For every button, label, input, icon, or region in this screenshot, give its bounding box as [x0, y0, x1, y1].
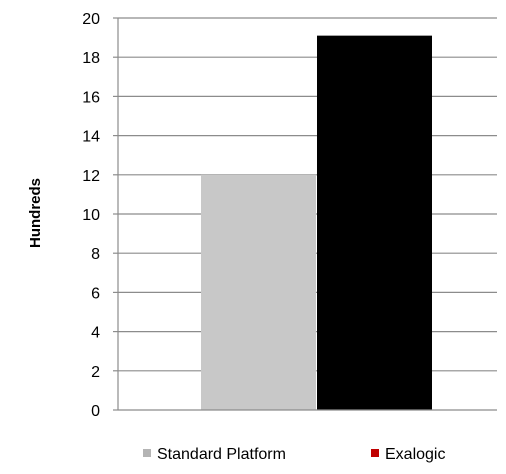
legend-label: Exalogic: [385, 446, 445, 463]
y-tick-label: 14: [82, 129, 100, 146]
legend-swatch: [143, 449, 151, 457]
y-tick-label: 8: [91, 246, 100, 263]
y-axis-label: Hundreds: [27, 178, 44, 248]
bars: [201, 35, 432, 410]
y-tick-label: 20: [82, 11, 100, 28]
y-tick-label: 10: [82, 207, 100, 224]
y-tick-label: 12: [82, 168, 100, 185]
y-tick-label: 18: [82, 50, 100, 67]
axes: [113, 17, 497, 411]
y-tick-label: 4: [91, 325, 100, 342]
legend-label: Standard Platform: [157, 446, 286, 463]
y-tick-label: 16: [82, 89, 100, 106]
bar-standard-platform: [201, 174, 316, 410]
y-tick-labels: 0 2 4 6 8 10 12 14 16 18 20: [82, 11, 100, 420]
y-tick-label: 2: [91, 364, 100, 381]
bar-exalogic: [317, 35, 432, 410]
y-tick-label: 0: [91, 403, 100, 420]
legend-swatch: [371, 449, 379, 457]
legend: Standard Platform Exalogic: [143, 446, 445, 463]
y-tick-label: 6: [91, 285, 100, 302]
